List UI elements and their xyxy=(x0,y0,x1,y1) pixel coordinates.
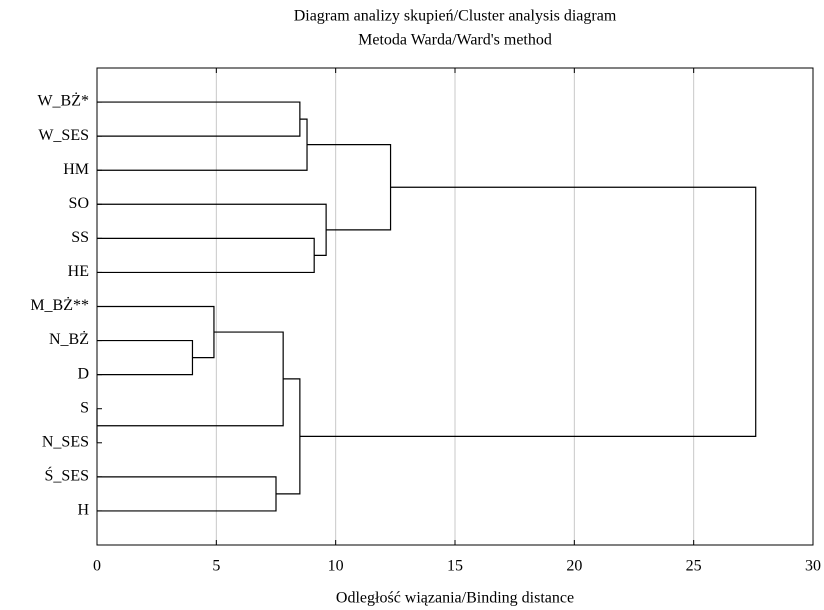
x-axis-label: Odległość wiązania/Binding distance xyxy=(336,590,574,607)
y-tick-label: W_BŻ* xyxy=(37,92,89,110)
x-tick-label: 25 xyxy=(686,558,702,575)
x-tick-label: 5 xyxy=(212,558,220,575)
x-tick-label: 0 xyxy=(93,558,101,575)
chart-title: Diagram analizy skupień/Cluster analysis… xyxy=(294,8,617,25)
x-tick-label: 10 xyxy=(328,558,344,575)
chart-subtitle: Metoda Warda/Ward's method xyxy=(358,32,552,49)
y-tick-label: Ś_SES xyxy=(45,466,89,485)
y-tick-label: N_BŻ xyxy=(49,330,89,348)
y-tick-label: S xyxy=(80,399,89,416)
dendrogram-link xyxy=(97,476,277,512)
y-tick-label: SS xyxy=(71,229,89,246)
dendrogram-link xyxy=(97,339,194,376)
x-tick-label: 20 xyxy=(566,558,582,575)
dendrogram-link xyxy=(97,118,308,171)
dendrogram-link xyxy=(299,186,757,437)
dendrogram-link xyxy=(97,237,315,274)
x-tick-label: 15 xyxy=(447,558,463,575)
y-tick-label: SO xyxy=(69,195,89,212)
dendrogram-link xyxy=(97,203,327,256)
y-tick-label: W_SES xyxy=(38,127,89,144)
x-tick-label: 30 xyxy=(805,558,821,575)
y-tick-label: D xyxy=(77,365,89,382)
y-tick-label: HE xyxy=(68,263,89,280)
dendrogram-link xyxy=(97,305,215,359)
y-tick-label: N_SES xyxy=(42,433,89,450)
dendrogram-link xyxy=(307,144,392,231)
dendrogram-link xyxy=(97,331,284,427)
dendrogram-link xyxy=(97,101,301,137)
y-tick-label: M_BŻ** xyxy=(30,296,89,314)
y-tick-label: H xyxy=(77,502,89,519)
dendrogram-link xyxy=(276,378,301,495)
y-tick-label: HM xyxy=(63,161,89,178)
